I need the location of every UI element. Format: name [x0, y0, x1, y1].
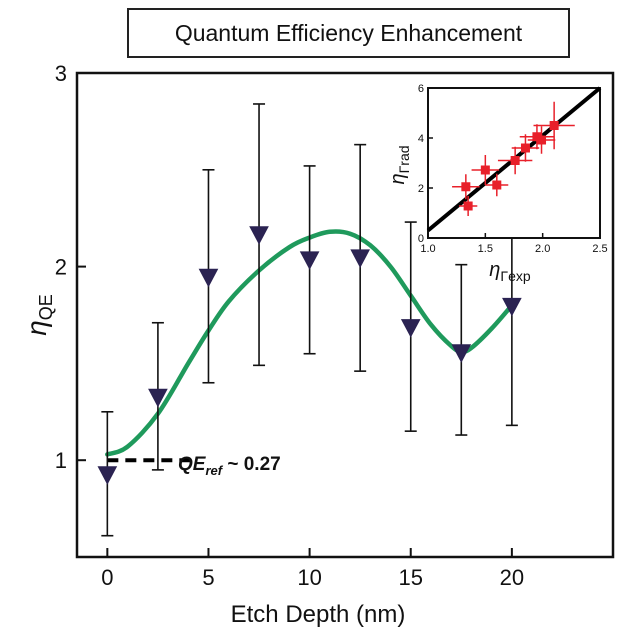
inset-point [533, 101, 575, 150]
triangle-marker [148, 388, 168, 408]
inset-x-label-subscript: Γexp [500, 268, 530, 284]
triangle-marker [299, 251, 320, 270]
main-plot-frame [75, 71, 615, 559]
inset-y-tick-label: 0 [418, 233, 424, 245]
inset-x-tick-label: 2.0 [535, 243, 550, 255]
inset-point [497, 146, 533, 175]
triangle-marker [502, 297, 522, 317]
inset-x-label-symbol: η [489, 259, 500, 281]
inset-square-marker [463, 201, 473, 211]
data-point [198, 169, 219, 384]
inset-x-tick-label: 1.5 [478, 243, 493, 255]
inset-points-group [452, 101, 575, 216]
x-tick-label: 15 [398, 565, 422, 590]
reference-label-subscript: ref [205, 463, 223, 478]
chart-title: Quantum Efficiency Enhancement [127, 8, 570, 58]
data-point [400, 221, 421, 432]
inset-square-marker [520, 143, 530, 153]
inset-square-marker [461, 182, 471, 192]
inset-square-marker [510, 156, 520, 165]
data-point [249, 103, 269, 367]
inset-square-marker [492, 180, 502, 190]
inset-x-tick-label: 1.0 [420, 243, 435, 255]
triangle-marker [198, 268, 219, 288]
x-tick-label: 0 [101, 565, 113, 590]
inset-y-tick-label: 2 [418, 183, 424, 195]
main-x-axis: 0 5 10 15 20 [101, 548, 524, 590]
inset-square-marker [549, 121, 559, 130]
inset-square-marker [480, 165, 490, 175]
y-axis-label: ηQE [21, 294, 56, 336]
triangle-marker [350, 249, 371, 268]
inset-square-marker [532, 132, 542, 142]
inset-point [485, 173, 509, 197]
data-point [97, 410, 118, 537]
x-axis-label: Etch Depth (nm) [231, 601, 406, 628]
triangle-marker [451, 344, 472, 363]
data-point [148, 321, 168, 471]
inset-axes: 1.0 1.5 2.0 2.5 0 2 4 6 [418, 83, 608, 255]
x-tick-label: 5 [202, 565, 214, 590]
inset-y-label-symbol: η [387, 173, 409, 184]
inset-point [452, 174, 480, 200]
inset-point [458, 196, 478, 216]
y-axis-label-symbol: η [21, 320, 52, 336]
inset-point [511, 134, 540, 162]
triangle-marker [400, 319, 421, 338]
triangle-marker [249, 226, 269, 245]
y-tick-label: 2 [55, 255, 67, 280]
inset-x-tick-label: 2.5 [592, 243, 607, 255]
y-axis-label-subscript: QE [36, 294, 56, 320]
triangle-marker [97, 466, 118, 485]
inset-y-tick-label: 4 [418, 133, 424, 145]
inset-y-tick-label: 6 [418, 83, 424, 95]
y-tick-label: 3 [55, 61, 67, 86]
inset-point [519, 124, 555, 150]
inset-point [527, 126, 556, 154]
inset-point [471, 155, 500, 185]
data-point [350, 143, 371, 372]
inset-y-label-subscript: Γrad [396, 145, 412, 173]
reference-label-value: ~ 0.27 [222, 454, 281, 475]
x-tick-label: 20 [500, 565, 524, 590]
y-tick-label: 1 [55, 448, 67, 473]
inset-x-axis-label: ηΓexp [489, 259, 531, 284]
x-tick-label: 10 [297, 565, 321, 590]
main-y-axis: 1 2 3 [55, 61, 86, 473]
reference-label-main: QE [178, 454, 207, 475]
reference-label: QEref ~ 0.27 [178, 454, 281, 478]
inset-square-marker [537, 135, 547, 145]
data-point [299, 165, 320, 355]
data-point [451, 263, 472, 436]
inset-y-axis-label: ηΓrad [387, 145, 412, 184]
